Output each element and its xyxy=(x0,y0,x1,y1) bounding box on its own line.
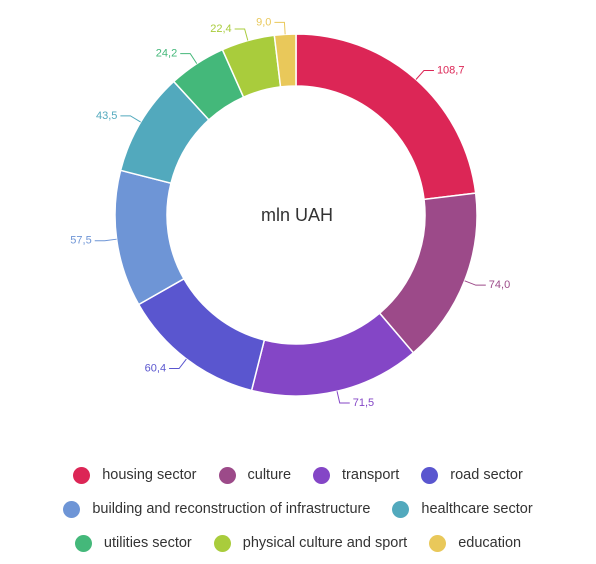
legend-item-building-and-reconstruction-of-infrastructure[interactable]: building and reconstruction of infrastru… xyxy=(63,500,371,518)
legend-swatch-icon xyxy=(63,500,81,518)
slice-transport xyxy=(250,312,415,397)
legend-label: utilities sector xyxy=(103,535,192,551)
leader-line-culture xyxy=(464,280,486,286)
legend-item-transport[interactable]: transport xyxy=(313,466,400,484)
legend-item-education[interactable]: education xyxy=(429,534,522,552)
donut-chart-svg: 108,7 74,0 71,5 60,4 57,5 43,5 24,2 22,4 9,0 mln… xyxy=(70,16,510,409)
slice-education xyxy=(273,33,297,88)
value-label-education: 9,0 xyxy=(256,16,271,28)
legend-item-road-sector[interactable]: road sector xyxy=(421,466,523,484)
legend-item-utilities-sector[interactable]: utilities sector xyxy=(74,534,192,552)
legend-item-culture[interactable]: culture xyxy=(218,466,292,484)
value-label-physical-culture-and-sport: 22,4 xyxy=(210,23,231,35)
legend-swatch-icon xyxy=(213,534,231,552)
legend-swatch-icon xyxy=(313,466,331,484)
leader-line-transport xyxy=(336,391,350,404)
leader-line-healthcare-sector xyxy=(120,115,141,123)
slice-housing-sector xyxy=(295,33,477,201)
leader-line-physical-culture-and-sport xyxy=(234,28,249,41)
legend-item-healthcare-sector[interactable]: healthcare sector xyxy=(392,500,533,518)
legend-swatch-icon xyxy=(73,466,91,484)
value-label-housing-sector: 108,7 xyxy=(437,64,465,76)
legend-item-physical-culture-and-sport[interactable]: physical culture and sport xyxy=(213,534,408,552)
legend-row: building and reconstruction of infrastru… xyxy=(0,492,596,526)
legend-swatch-icon xyxy=(429,534,447,552)
legend-swatch-icon xyxy=(421,466,439,484)
legend-row: housing sector culture transport road secto… xyxy=(0,458,596,492)
slice-building-and-reconstruction-of-infrastructure xyxy=(114,169,185,306)
value-label-building-and-reconstruction-of-infrastructure: 57,5 xyxy=(70,235,91,247)
center-label: mln UAH xyxy=(261,205,333,225)
legend-label: culture xyxy=(247,467,292,483)
leader-line-building-and-reconstruction-of-infrastructure xyxy=(94,238,117,242)
value-label-healthcare-sector: 43,5 xyxy=(96,110,117,122)
value-label-culture: 74,0 xyxy=(489,279,510,291)
legend-label: physical culture and sport xyxy=(242,535,408,551)
legend-label: healthcare sector xyxy=(421,501,533,517)
leader-line-road-sector xyxy=(169,358,187,370)
legend-row: utilities sector physical culture and spo… xyxy=(0,526,596,560)
slice-culture xyxy=(378,192,478,354)
legend-item-housing-sector[interactable]: housing sector xyxy=(73,466,197,484)
legend-label: building and reconstruction of infrastru… xyxy=(92,501,371,517)
legend-swatch-icon xyxy=(392,500,410,518)
legend-swatch-icon xyxy=(218,466,236,484)
legend-label: transport xyxy=(342,467,400,483)
leader-line-housing-sector xyxy=(415,70,434,80)
value-label-utilities-sector: 24,2 xyxy=(156,47,177,59)
value-label-transport: 71,5 xyxy=(353,397,374,409)
leader-line-education xyxy=(274,21,286,35)
leader-line-utilities-sector xyxy=(180,53,198,64)
legend-swatch-icon xyxy=(74,534,92,552)
value-label-road-sector: 60,4 xyxy=(145,362,166,374)
legend-label: education xyxy=(458,535,522,551)
legend-label: housing sector xyxy=(102,467,197,483)
legend-label: road sector xyxy=(450,467,523,483)
legend: housing sector culture transport road secto… xyxy=(0,458,596,560)
